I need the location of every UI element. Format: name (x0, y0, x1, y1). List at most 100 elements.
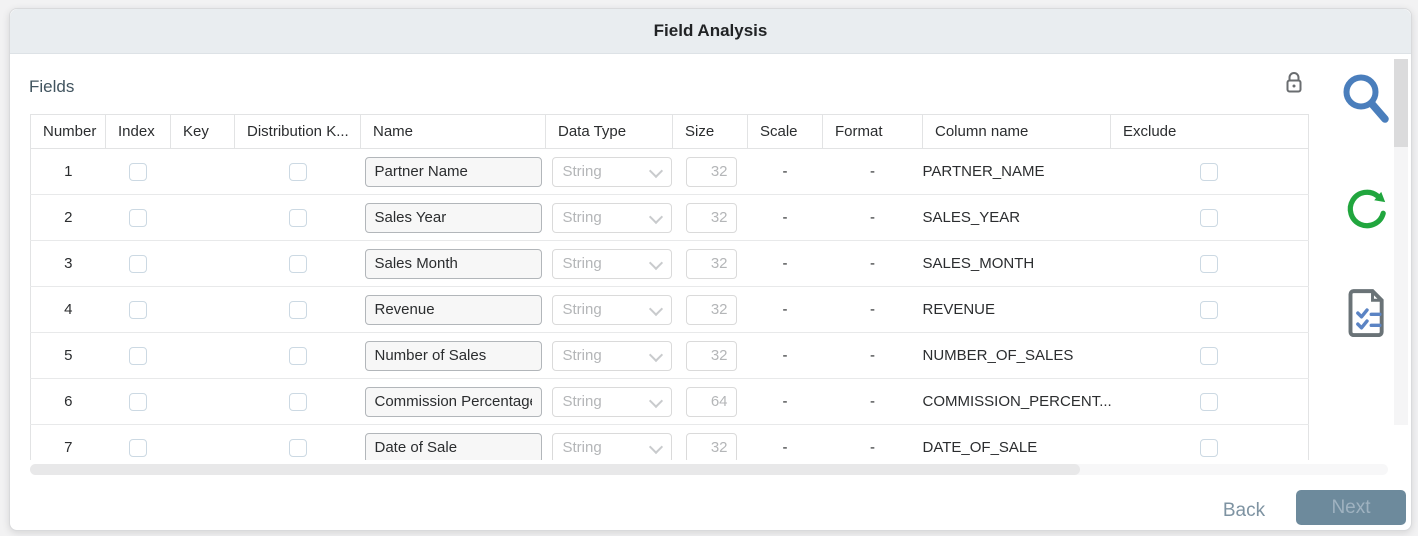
data-type-select[interactable]: String (551, 386, 672, 417)
table-row: 3 String - - SALES_MONTH (30, 240, 1309, 287)
dialog-header: Field Analysis (10, 9, 1411, 54)
column-header-index: Index (105, 114, 171, 149)
size-input[interactable] (685, 248, 737, 279)
index-checkbox[interactable] (129, 208, 147, 227)
back-button[interactable]: Back (1206, 497, 1282, 523)
data-type-value: String (562, 392, 602, 410)
size-input[interactable] (685, 432, 737, 460)
column-name-value: NUMBER_OF_SALES (922, 332, 1111, 379)
row-number: 1 (30, 148, 106, 195)
horizontal-scrollbar-thumb[interactable] (30, 464, 1080, 475)
index-checkbox[interactable] (129, 392, 147, 411)
refresh-icon[interactable] (1344, 185, 1390, 238)
exclude-checkbox[interactable] (1200, 254, 1219, 273)
distribution-key-checkbox[interactable] (288, 438, 307, 457)
name-input[interactable] (364, 432, 542, 460)
size-input[interactable] (685, 340, 737, 371)
scale-value: - (747, 194, 823, 241)
scale-value: - (747, 378, 823, 425)
column-header-distribution: Distribution K... (234, 114, 361, 149)
name-input[interactable] (364, 386, 542, 417)
row-number: 4 (30, 286, 106, 333)
row-number: 2 (30, 194, 106, 241)
column-name-value: SALES_YEAR (922, 194, 1111, 241)
index-checkbox[interactable] (129, 438, 147, 457)
data-type-select[interactable]: String (551, 202, 672, 233)
column-header-column-name: Column name (922, 114, 1111, 149)
data-type-value: String (562, 208, 602, 226)
checklist-document-icon[interactable] (1345, 288, 1389, 342)
scale-value: - (747, 424, 823, 460)
index-checkbox[interactable] (129, 300, 147, 319)
index-checkbox[interactable] (129, 254, 147, 273)
data-type-value: String (562, 254, 602, 272)
name-input[interactable] (364, 340, 542, 371)
format-value: - (822, 378, 923, 425)
key-cell (170, 286, 235, 333)
name-input[interactable] (364, 294, 542, 325)
scale-value: - (747, 148, 823, 195)
key-cell (170, 424, 235, 460)
data-type-select[interactable]: String (551, 156, 672, 187)
vertical-scrollbar-thumb[interactable] (1394, 59, 1408, 147)
lock-icon[interactable] (1282, 70, 1306, 96)
index-checkbox[interactable] (129, 162, 147, 181)
data-type-select[interactable]: String (551, 432, 672, 460)
size-input[interactable] (685, 156, 737, 187)
column-header-exclude: Exclude (1110, 114, 1309, 149)
row-number: 5 (30, 332, 106, 379)
table-row: 2 String - - SALES_YEAR (30, 194, 1309, 241)
vertical-scrollbar[interactable] (1394, 59, 1408, 425)
scale-value: - (747, 286, 823, 333)
name-input[interactable] (364, 248, 542, 279)
exclude-checkbox[interactable] (1200, 346, 1219, 365)
search-icon[interactable] (1341, 72, 1391, 133)
name-input[interactable] (364, 202, 542, 233)
exclude-checkbox[interactable] (1200, 208, 1219, 227)
format-value: - (822, 148, 923, 195)
distribution-key-checkbox[interactable] (288, 392, 307, 411)
data-type-select[interactable]: String (551, 294, 672, 325)
key-cell (170, 194, 235, 241)
table-body: 1 String - - PARTNER_NAME 2 (30, 148, 1309, 460)
data-type-select[interactable]: String (551, 248, 672, 279)
column-header-format: Format (822, 114, 923, 149)
name-input[interactable] (364, 156, 542, 187)
exclude-checkbox[interactable] (1200, 300, 1219, 319)
chevron-down-icon (648, 163, 663, 178)
chevron-down-icon (648, 393, 663, 408)
field-analysis-dialog: Field Analysis Fields Number Index Key D… (9, 8, 1412, 531)
index-checkbox[interactable] (129, 346, 147, 365)
next-button[interactable]: Next (1296, 490, 1406, 525)
distribution-key-checkbox[interactable] (288, 254, 307, 273)
exclude-checkbox[interactable] (1200, 392, 1219, 411)
fields-heading: Fields (29, 77, 75, 96)
exclude-checkbox[interactable] (1200, 162, 1219, 181)
column-name-value: PARTNER_NAME (922, 148, 1111, 195)
size-input[interactable] (685, 386, 737, 417)
table-row: 1 String - - PARTNER_NAME (30, 148, 1309, 195)
distribution-key-checkbox[interactable] (288, 300, 307, 319)
data-type-value: String (562, 300, 602, 318)
horizontal-scrollbar[interactable] (30, 464, 1388, 475)
column-header-number: Number (30, 114, 106, 149)
format-value: - (822, 424, 923, 460)
chevron-down-icon (648, 255, 663, 270)
format-value: - (822, 286, 923, 333)
distribution-key-checkbox[interactable] (288, 208, 307, 227)
distribution-key-checkbox[interactable] (288, 346, 307, 365)
exclude-checkbox[interactable] (1200, 438, 1219, 457)
size-input[interactable] (685, 202, 737, 233)
row-number: 6 (30, 378, 106, 425)
table-row: 5 String - - NUMBER_OF_SALES (30, 332, 1309, 379)
distribution-key-checkbox[interactable] (288, 162, 307, 181)
format-value: - (822, 332, 923, 379)
format-value: - (822, 240, 923, 287)
chevron-down-icon (648, 347, 663, 362)
fields-table: Number Index Key Distribution K... Name … (30, 114, 1309, 460)
chevron-down-icon (648, 209, 663, 224)
column-header-scale: Scale (747, 114, 823, 149)
size-input[interactable] (685, 294, 737, 325)
data-type-select[interactable]: String (551, 340, 672, 371)
table-row: 4 String - - REVENUE (30, 286, 1309, 333)
